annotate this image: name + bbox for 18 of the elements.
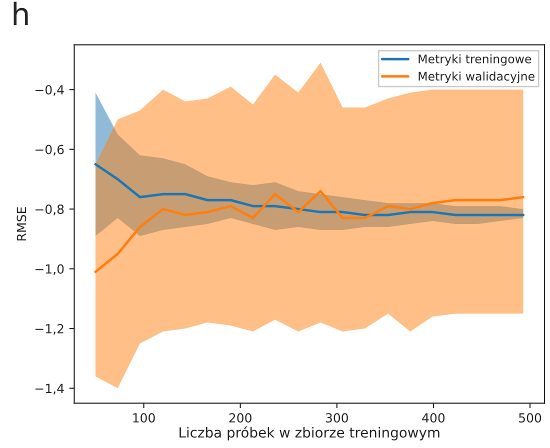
y-tick-label: −0,4: [36, 85, 64, 96]
line-series: [94, 190, 525, 274]
x-tick-label: 200: [229, 413, 252, 423]
chart-title: h: [14, 2, 28, 26]
x-tick-label: 300: [326, 413, 348, 423]
legend-label: Metryki walidacyjne: [418, 72, 534, 83]
y-tick-label: −0,6: [36, 144, 64, 156]
y-tick-label: −1,2: [36, 324, 64, 335]
x-axis-title: Liczba próbek w zbiorze treningowym: [180, 426, 440, 440]
y-axis-title: RMSE: [16, 207, 26, 240]
x-tick-label: 100: [133, 413, 155, 423]
line-series: [94, 163, 525, 216]
y-tick-label: −1,4: [36, 384, 64, 394]
x-tick-label: 400: [422, 413, 445, 423]
legend-label: Metryki treningowe: [418, 54, 532, 66]
x-tick-label: 500: [519, 413, 542, 423]
y-tick-label: −0,8: [36, 204, 64, 216]
y-tick-label: −1,0: [36, 264, 64, 275]
